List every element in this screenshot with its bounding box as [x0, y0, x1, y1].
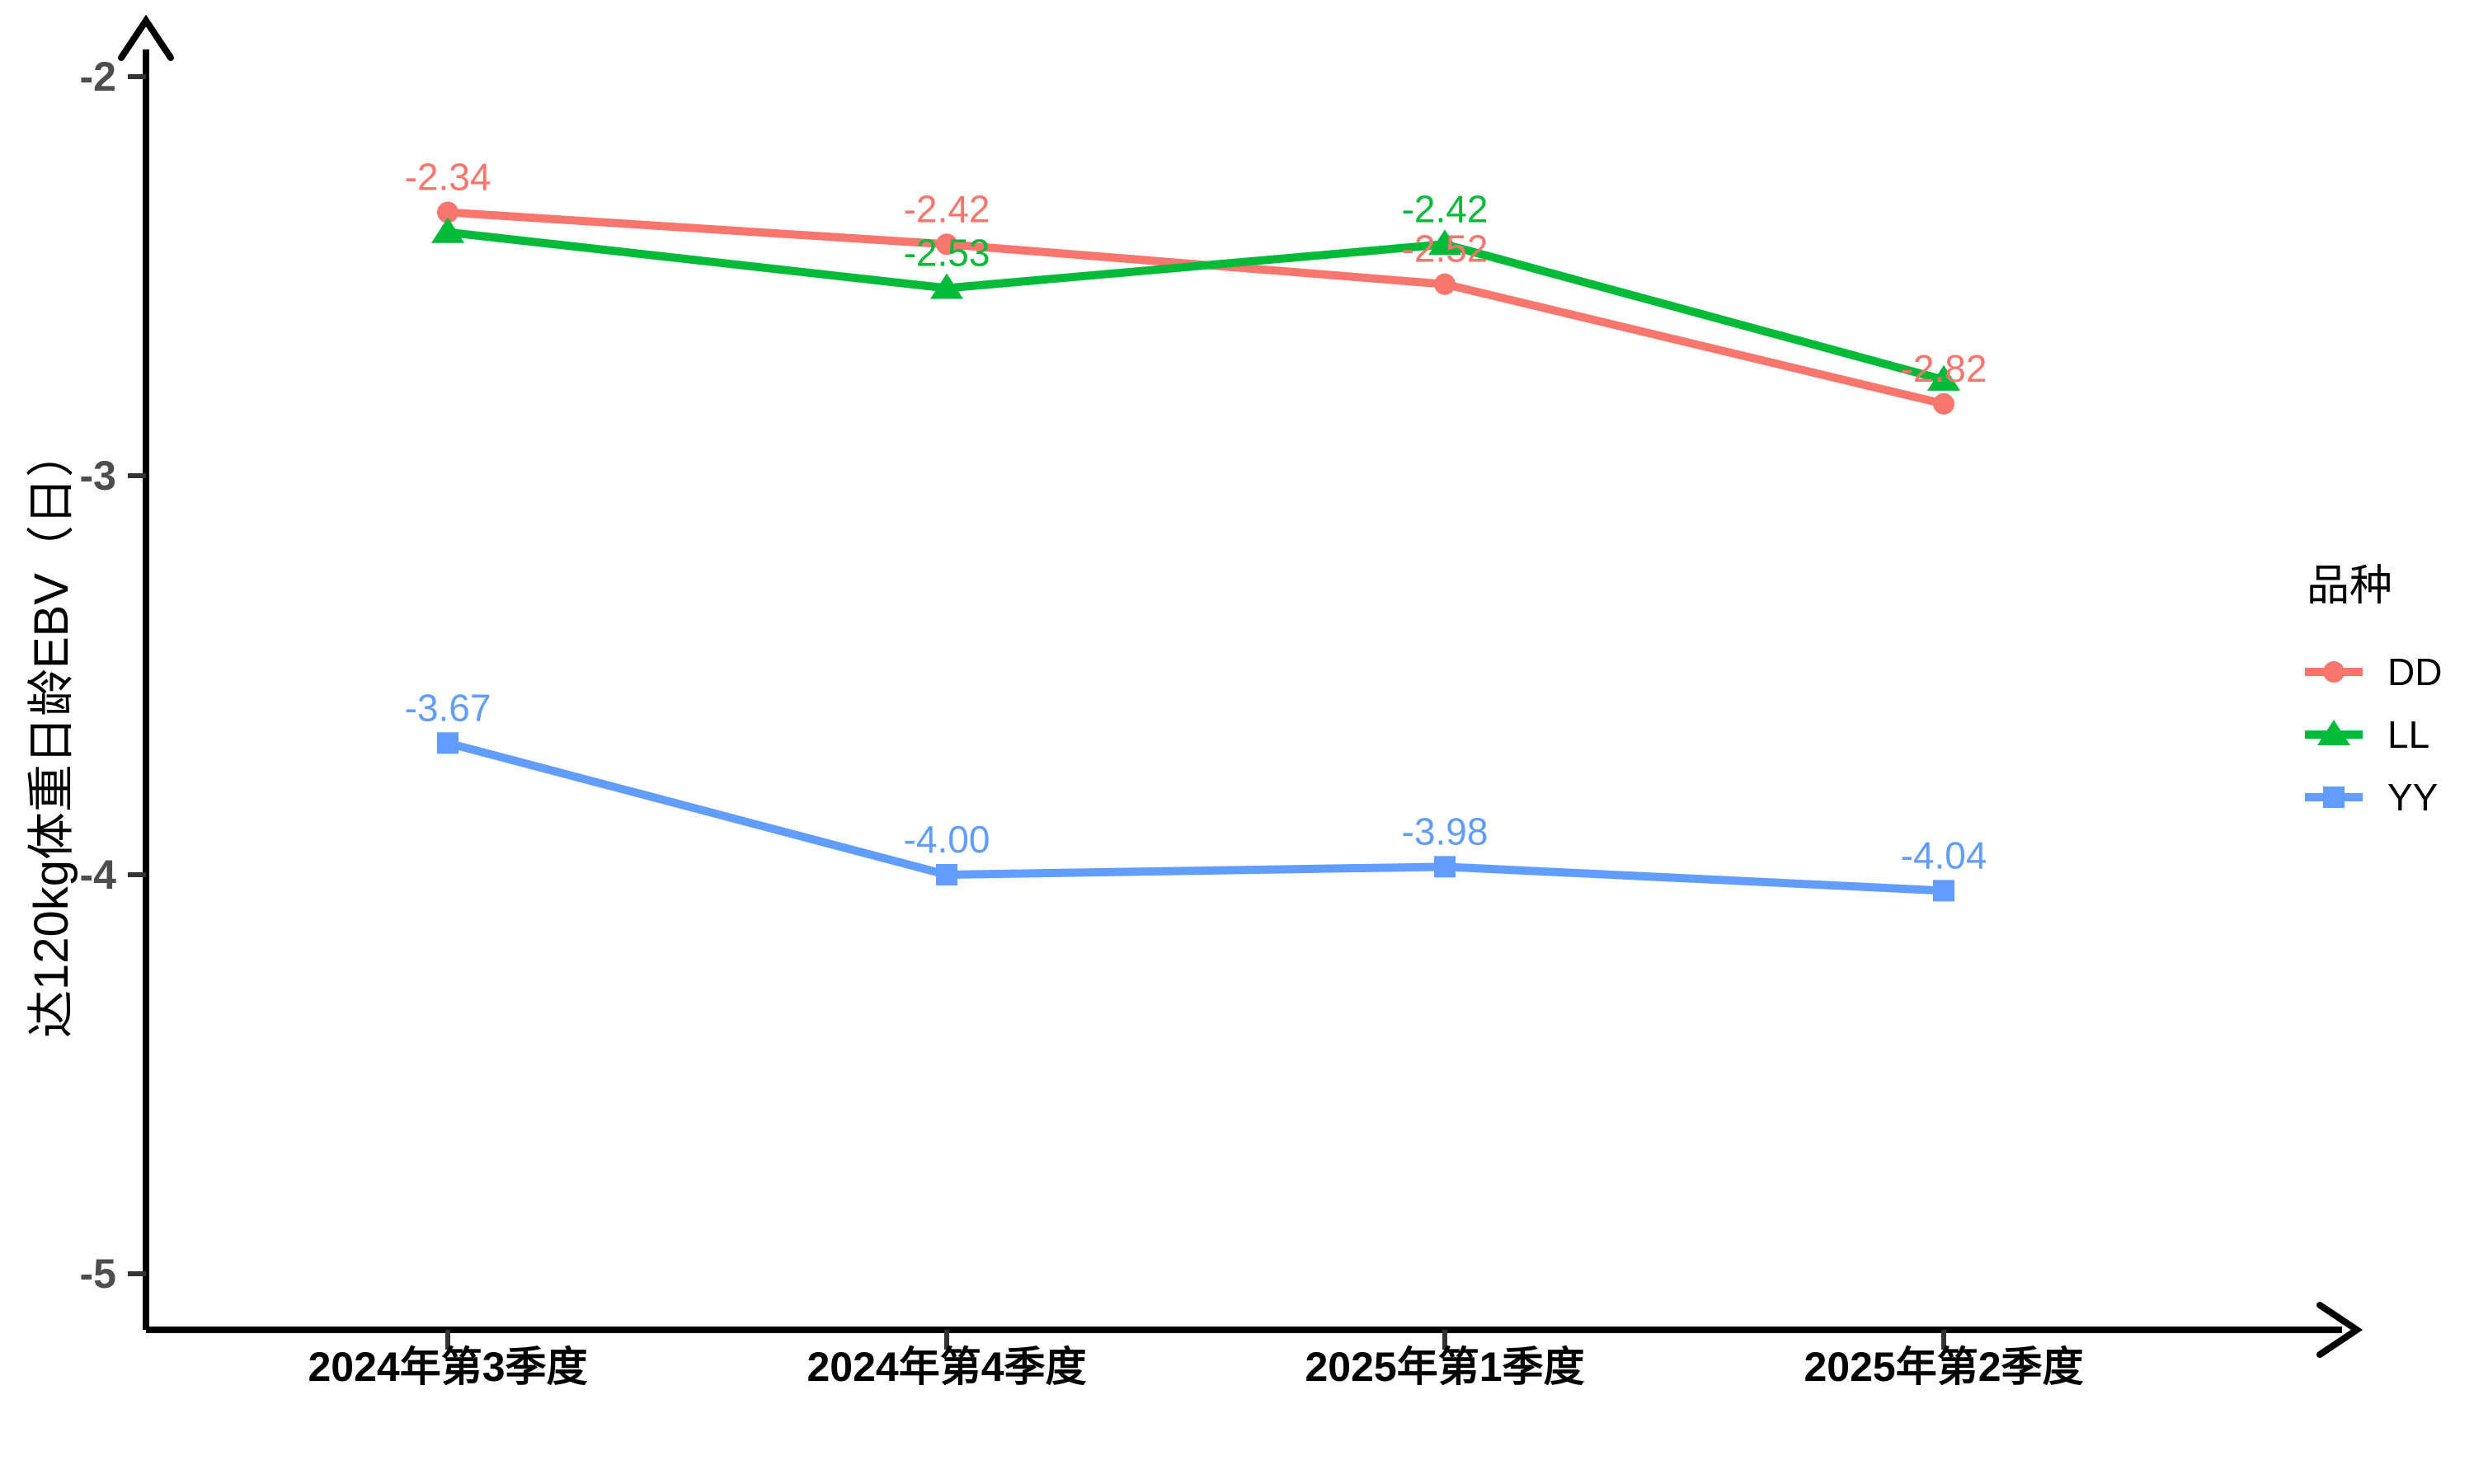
legend-items: DD LL YY	[2305, 641, 2442, 829]
y-tick-label: -5	[80, 1251, 116, 1297]
legend-item-LL: LL	[2305, 703, 2442, 766]
legend-label-YY: YY	[2387, 776, 2439, 819]
series-marker-LL-0	[431, 217, 464, 243]
y-tick-label: -4	[80, 852, 117, 898]
value-label-YY-1: -4.00	[904, 818, 990, 861]
x-axis-ticks: 2024年第3季度 2024年第4季度 2025年第1季度 2025年第2季度	[308, 1330, 2084, 1390]
y-tick-label: -3	[80, 453, 116, 499]
legend-title: 品种	[2307, 562, 2393, 610]
series-marker-DD-3	[1933, 392, 1954, 415]
y-axis-title: 达120kg体重日龄EBV（日）	[25, 429, 78, 1039]
series-marker-YY-2	[1434, 856, 1456, 878]
legend: 品种 DD LL YY	[2305, 551, 2442, 829]
y-axis-arrow-icon	[118, 14, 174, 61]
legend-marker-LL	[2317, 720, 2350, 745]
series-marker-YY-1	[936, 864, 957, 885]
series-marker-DD-2	[1434, 273, 1456, 295]
axes	[118, 14, 2363, 1358]
series-marker-DD-1	[936, 233, 957, 256]
series-line-YY	[444, 739, 1948, 895]
x-tick-label: 2025年第2季度	[1804, 1344, 2083, 1390]
legend-label-LL: LL	[2387, 713, 2430, 756]
legend-key-circle-icon	[2305, 661, 2363, 683]
legend-key-triangle-icon	[2305, 720, 2363, 745]
value-label-LL-1: -2.53	[904, 232, 990, 275]
legend-item-DD: DD	[2305, 641, 2442, 703]
legend-label-DD: DD	[2387, 650, 2443, 693]
series-marker-YY-0	[437, 732, 459, 754]
legend-item-YY: YY	[2305, 766, 2442, 829]
y-tick-label: -2	[80, 54, 116, 100]
x-axis-arrow-icon	[2316, 1302, 2363, 1358]
series-marker-LL-1	[930, 273, 963, 299]
series-line-LL	[444, 228, 1948, 384]
value-label-DD-1: -2.42	[904, 187, 990, 230]
series-marker-YY-3	[1933, 880, 1954, 902]
legend-key-square-icon	[2305, 787, 2363, 808]
y-axis-ticks: -2 -3 -4 -5	[80, 54, 146, 1297]
value-label-YY-0: -3.67	[405, 686, 492, 729]
legend-marker-YY	[2323, 787, 2345, 808]
series-marker-LL-3	[1927, 364, 1960, 391]
value-label-YY-3: -4.04	[1901, 834, 1987, 876]
series-line-DD	[444, 208, 1948, 408]
value-label-YY-2: -3.98	[1402, 810, 1489, 852]
x-tick-label: 2024年第4季度	[807, 1344, 1086, 1390]
series-marker-LL-2	[1428, 229, 1461, 256]
value-label-DD-0: -2.34	[405, 156, 492, 199]
value-label-LL-2: -2.42	[1402, 187, 1489, 230]
x-tick-label: 2025年第1季度	[1305, 1344, 1584, 1390]
series-marker-DD-0	[437, 201, 459, 223]
legend-marker-DD	[2323, 661, 2345, 683]
value-label-DD-3: -2.82	[1901, 347, 1987, 390]
x-tick-label: 2024年第3季度	[308, 1344, 587, 1390]
value-label-DD-2: -2.52	[1402, 228, 1489, 270]
